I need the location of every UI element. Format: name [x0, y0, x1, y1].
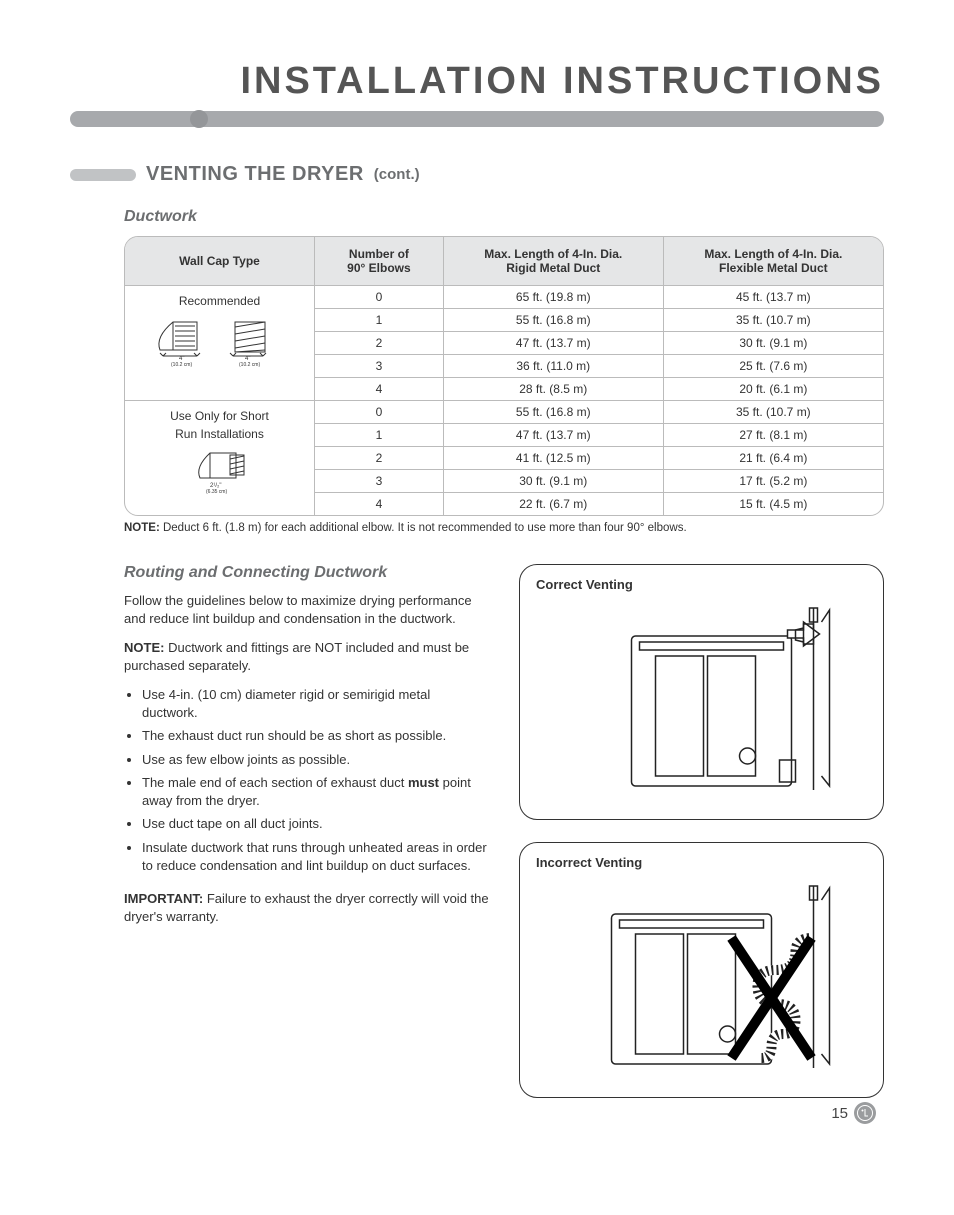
- bullet: Use duct tape on all duct joints.: [142, 815, 489, 833]
- table-note: NOTE: Deduct 6 ft. (1.8 m) for each addi…: [124, 522, 884, 534]
- routing-subhead: Routing and Connecting Ductwork: [124, 564, 489, 582]
- cell: 65 ft. (19.8 m): [443, 286, 663, 309]
- incorrect-venting-title: Incorrect Venting: [536, 855, 867, 870]
- th-elbows: Number of 90° Elbows: [315, 237, 444, 286]
- heading-cont: (cont.): [374, 166, 420, 183]
- cell: 45 ft. (13.7 m): [663, 286, 883, 309]
- routing-important: IMPORTANT: Failure to exhaust the dryer …: [124, 890, 489, 925]
- routing-para1: Follow the guidelines below to maximize …: [124, 592, 489, 627]
- svg-text:(10.2 cm): (10.2 cm): [239, 362, 260, 367]
- wall-cap-icon: 4" (10.2 cm) 4" (10.2 cm): [145, 312, 295, 367]
- cap-cell-short-run: Use Only for Short Run Installations 2¹/…: [125, 401, 315, 516]
- bullet: Use as few elbow joints as possible.: [142, 751, 489, 769]
- incorrect-venting-diagram: [536, 878, 867, 1078]
- bullet: The male end of each section of exhaust …: [142, 774, 489, 809]
- svg-text:(6.35 cm): (6.35 cm): [206, 489, 227, 495]
- banner-title: INSTALLATION INSTRUCTIONS: [70, 60, 884, 103]
- heading-accent-pill: [70, 169, 136, 181]
- lg-logo-icon: [854, 1102, 876, 1124]
- duct-table-container: Wall Cap Type Number of 90° Elbows Max. …: [124, 236, 884, 516]
- heading-text: VENTING THE DRYER: [146, 163, 364, 186]
- correct-venting-panel: Correct Venting: [519, 564, 884, 820]
- routing-bullets: Use 4-in. (10 cm) diameter rigid or semi…: [124, 686, 489, 874]
- page-number: 15: [831, 1105, 848, 1122]
- incorrect-venting-panel: Incorrect Venting: [519, 842, 884, 1098]
- th-rigid: Max. Length of 4-In. Dia. Rigid Metal Du…: [443, 237, 663, 286]
- th-cap: Wall Cap Type: [125, 237, 315, 286]
- svg-text:(10.2 cm): (10.2 cm): [171, 362, 192, 367]
- cap-cell-recommended: Recommended: [125, 286, 315, 401]
- page-banner: INSTALLATION INSTRUCTIONS: [70, 60, 884, 127]
- correct-venting-title: Correct Venting: [536, 577, 867, 592]
- wall-cap-small-icon: 2¹/₂" (6.35 cm): [170, 445, 270, 495]
- banner-bar: [70, 111, 884, 127]
- cell: 0: [315, 286, 444, 309]
- section-heading: VENTING THE DRYER (cont.): [70, 163, 884, 186]
- ductwork-subhead: Ductwork: [124, 208, 884, 226]
- correct-venting-diagram: [536, 600, 867, 800]
- bullet: Use 4-in. (10 cm) diameter rigid or semi…: [142, 686, 489, 721]
- bullet: The exhaust duct run should be as short …: [142, 727, 489, 745]
- page-number-container: 15: [831, 1102, 876, 1124]
- th-flex: Max. Length of 4-In. Dia. Flexible Metal…: [663, 237, 883, 286]
- bullet: Insulate ductwork that runs through unhe…: [142, 839, 489, 874]
- routing-note: NOTE: Ductwork and fittings are NOT incl…: [124, 639, 489, 674]
- duct-table: Wall Cap Type Number of 90° Elbows Max. …: [125, 237, 883, 515]
